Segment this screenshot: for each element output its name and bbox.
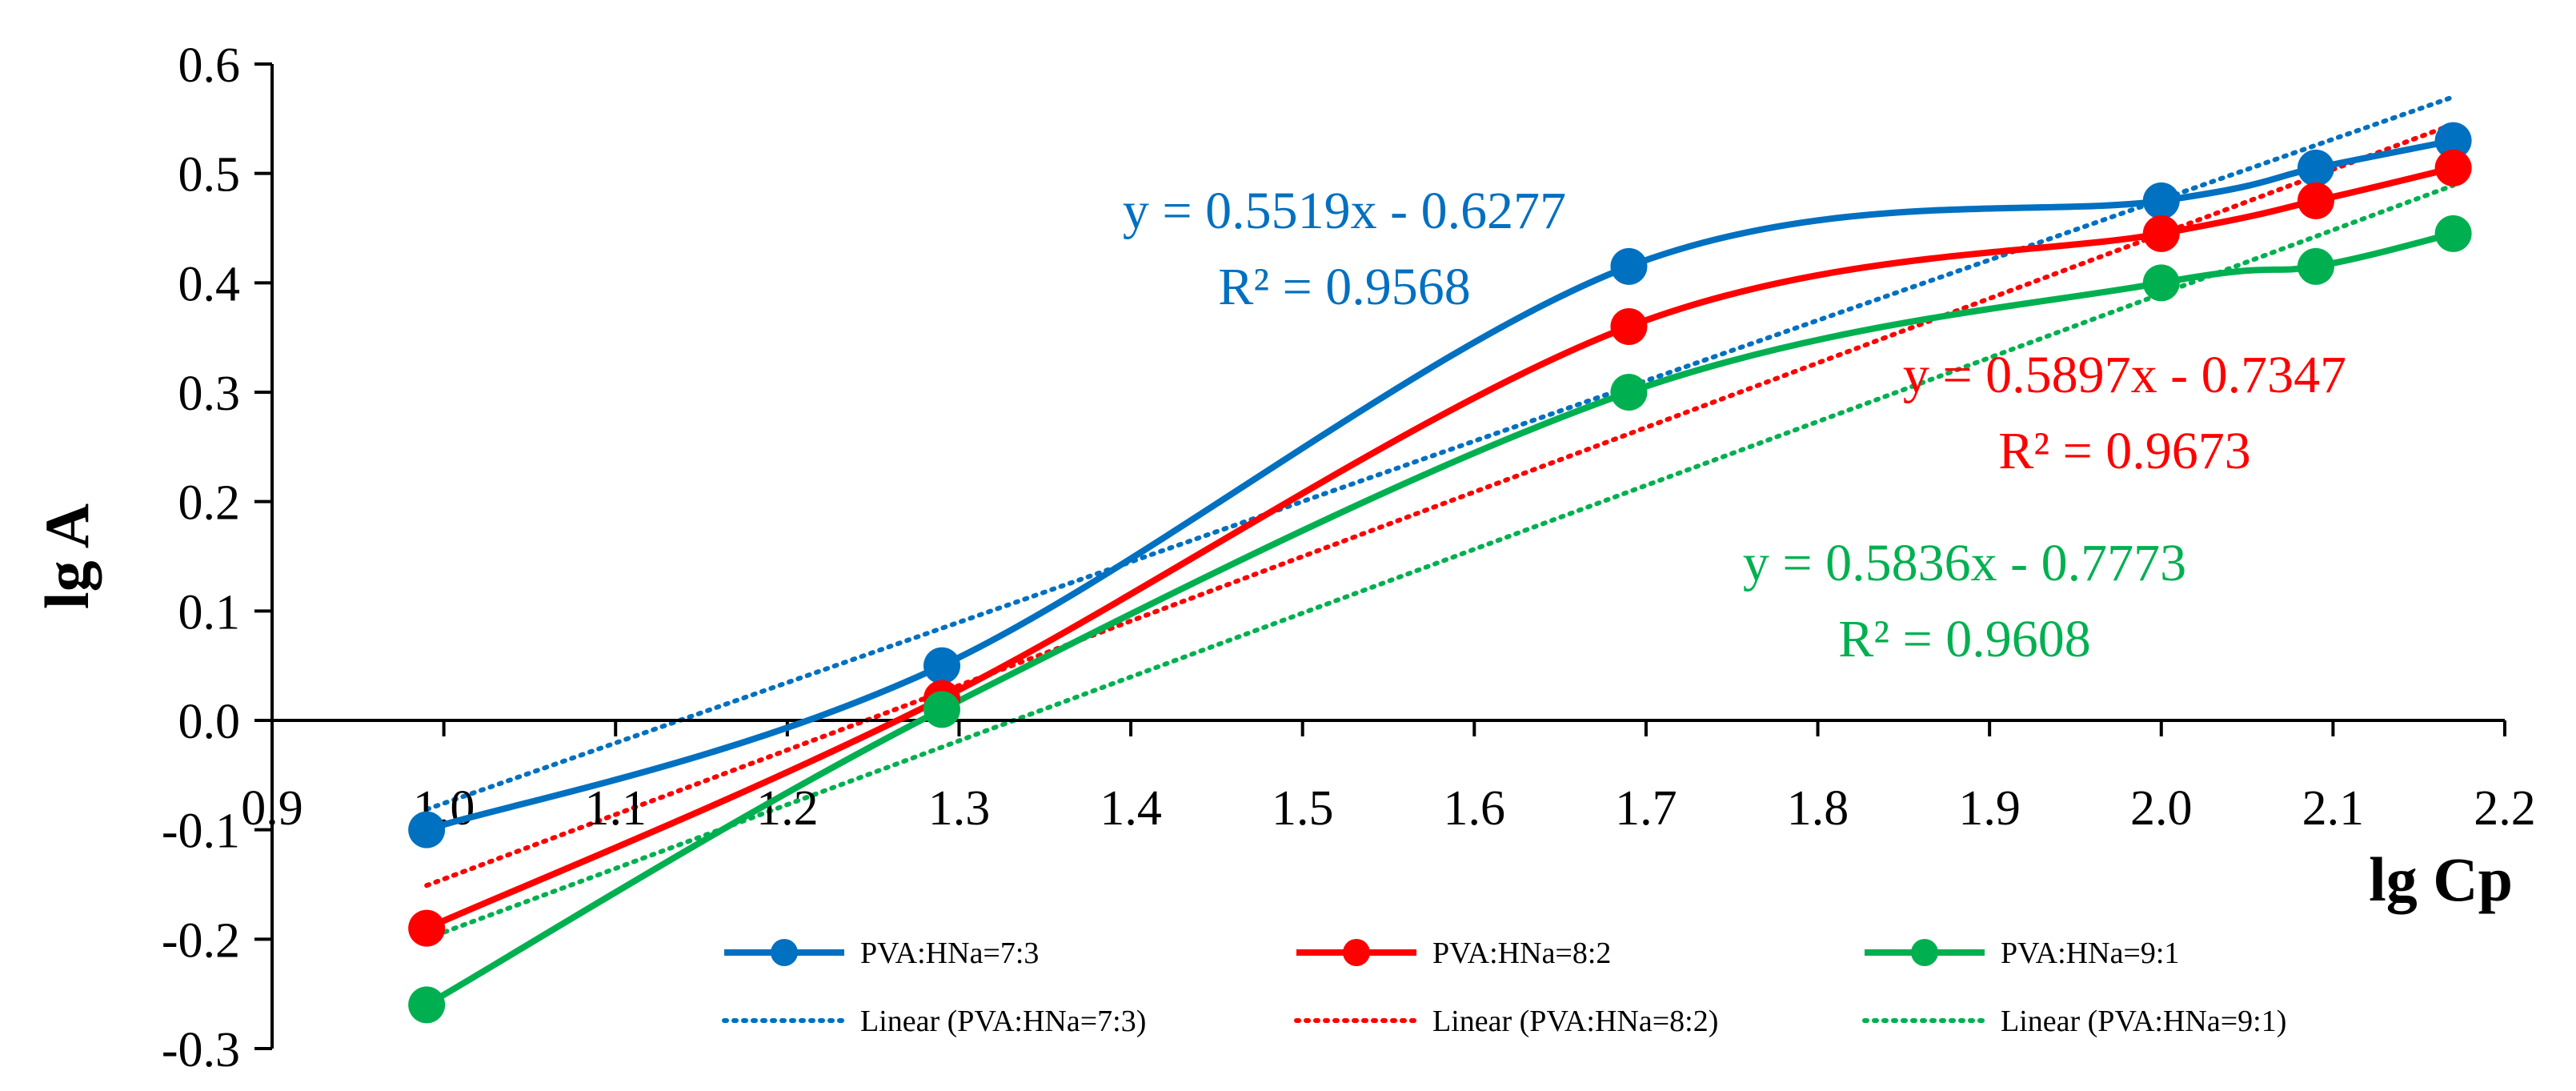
y-tick-label: 0.0 <box>178 695 241 749</box>
y-tick-label: 0.4 <box>178 257 241 311</box>
trendline-2 <box>424 122 2456 888</box>
trendline-1 <box>424 94 2456 812</box>
y-tick-label: 0.5 <box>178 148 241 203</box>
x-tick-label: 1.1 <box>584 781 647 836</box>
y-tick-label: -0.1 <box>162 804 240 859</box>
data-point <box>2297 149 2334 187</box>
data-point <box>1610 308 1648 345</box>
data-point <box>2434 122 2472 159</box>
y-tick-label: 0.3 <box>178 367 241 421</box>
x-tick-label: 1.3 <box>928 781 991 836</box>
data-point <box>923 647 960 684</box>
y-tick-label: 0.2 <box>178 476 241 531</box>
trend-equation-3: y = 0.5836x - 0.7773 <box>1743 534 2186 592</box>
data-point <box>1610 247 1648 285</box>
data-point <box>2297 182 2334 219</box>
x-tick-label: 1.5 <box>1272 781 1334 836</box>
x-tick-label: 1.6 <box>1444 781 1506 836</box>
legend: PVA:HNa=7:3 Linear (PVA:HNa=7:3) PVA:HNa=8… <box>722 937 2286 1038</box>
data-point <box>2142 215 2180 252</box>
legend-trend-label: Linear (PVA:HNa=9:1) <box>2001 1005 2286 1038</box>
x-tick-label: 0.9 <box>241 781 303 836</box>
x-tick-label: 2.0 <box>2130 781 2193 836</box>
trend-r2-2: R² = 0.9673 <box>1998 422 2251 480</box>
legend-trend-label: Linear (PVA:HNa=7:3) <box>860 1005 1146 1038</box>
data-point <box>923 691 960 728</box>
y-axis-title: lg A <box>32 503 102 609</box>
trend-r2-1: R² = 0.9568 <box>1218 258 1471 316</box>
legend-marker-swatch <box>1343 939 1370 966</box>
data-point <box>2142 264 2180 302</box>
axes: -0.3-0.2-0.10.00.10.20.30.40.50.60.9 1.0 1… <box>32 38 2536 1077</box>
x-tick-label: 2.1 <box>2302 781 2365 836</box>
y-tick-label: 0.6 <box>178 38 241 93</box>
data-point <box>408 986 446 1024</box>
x-tick-label: 1.8 <box>1787 781 1849 836</box>
x-tick-label: 1.7 <box>1615 781 1677 836</box>
data-point <box>2434 149 2472 187</box>
data-point <box>2142 182 2180 219</box>
legend-label: PVA:HNa=9:1 <box>2001 937 2179 970</box>
data-point <box>2297 247 2334 285</box>
x-tick-label: 2.2 <box>2474 781 2536 836</box>
trend-r2-3: R² = 0.9608 <box>1838 610 2091 668</box>
x-axis-title: lg Cp <box>2369 844 2513 914</box>
trend-equation-2: y = 0.5897x - 0.7347 <box>1903 346 2346 404</box>
trendlines <box>424 94 2456 941</box>
legend-trend-label: Linear (PVA:HNa=8:2) <box>1432 1005 1718 1038</box>
data-points <box>408 122 2472 1024</box>
data-point <box>408 909 446 947</box>
y-tick-label: -0.2 <box>162 913 240 968</box>
x-tick-label: 1.4 <box>1100 781 1162 836</box>
y-tick-label: 0.1 <box>178 585 241 640</box>
annotations: y = 0.5519x - 0.6277 R² = 0.9568 y = 0.589… <box>1123 182 2346 668</box>
x-tick-label: 1.9 <box>1958 781 2021 836</box>
y-tick-label: -0.3 <box>162 1023 240 1077</box>
legend-label: PVA:HNa=7:3 <box>860 937 1039 970</box>
legend-marker-swatch <box>1911 939 1938 966</box>
data-point <box>2434 215 2472 252</box>
data-point <box>1610 374 1648 411</box>
legend-marker-swatch <box>771 939 798 966</box>
trend-equation-1: y = 0.5519x - 0.6277 <box>1123 182 1566 240</box>
data-point <box>408 811 446 848</box>
legend-label: PVA:HNa=8:2 <box>1432 937 1611 970</box>
